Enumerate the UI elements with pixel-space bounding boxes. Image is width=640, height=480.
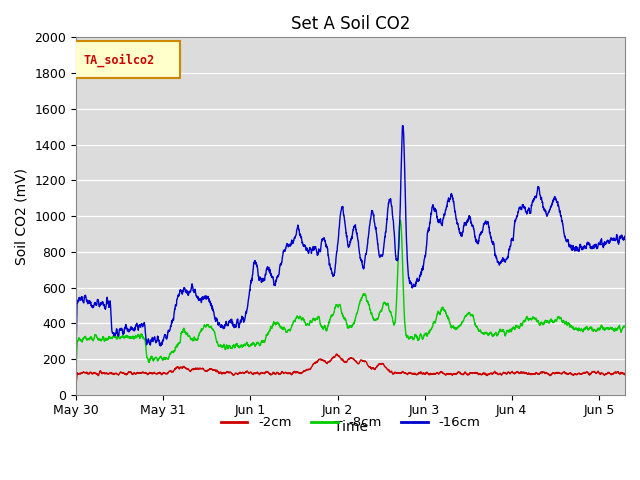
Text: TA_soilco2: TA_soilco2 <box>83 53 154 67</box>
Title: Set A Soil CO2: Set A Soil CO2 <box>291 15 410 33</box>
Legend: -2cm, -8cm, -16cm: -2cm, -8cm, -16cm <box>216 411 485 434</box>
FancyBboxPatch shape <box>74 41 180 78</box>
X-axis label: Time: Time <box>333 420 367 434</box>
Y-axis label: Soil CO2 (mV): Soil CO2 (mV) <box>15 168 29 264</box>
